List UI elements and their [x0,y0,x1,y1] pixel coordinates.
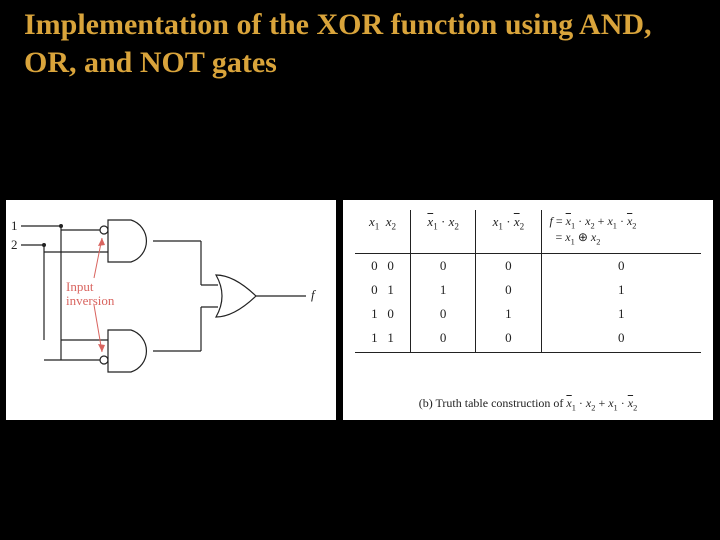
truth-table-panel: x1 x2 x1 · x2 x1 · x2 f = x1 · x2 + x1 ·… [343,200,713,420]
col-x1x2: x1 x2 [355,210,411,253]
output-label: f [311,287,315,303]
col-f: f = x1 · x2 + x1 · x2 = x1 ⊕ x2 [541,210,701,253]
input1-label: 1 [11,218,18,234]
truth-table: x1 x2 x1 · x2 x1 · x2 f = x1 · x2 + x1 ·… [343,200,713,420]
circuit-panel: 1 2 Input inversion f [6,200,336,420]
table-row: 1 1 0 0 0 [355,326,701,353]
table-row: 0 1 1 0 1 [355,278,701,302]
col-notx1x2: x1 · x2 [411,210,476,253]
title-text: Implementation of the XOR function using… [24,8,652,79]
table-row: 1 0 0 1 1 [355,302,701,326]
input2-label: 2 [11,237,18,253]
table-row: 0 0 0 0 0 [355,253,701,278]
slide-title: Implementation of the XOR function using… [24,6,704,83]
annotation-text: Input inversion [66,279,114,308]
table-caption: (b) Truth table construction of x1 · x2 … [343,396,713,412]
input-inversion-annotation: Input inversion [66,280,126,309]
table-header-row: x1 x2 x1 · x2 x1 · x2 f = x1 · x2 + x1 ·… [355,210,701,253]
circuit-svg [6,200,336,420]
col-x1notx2: x1 · x2 [476,210,541,253]
slide-root: Implementation of the XOR function using… [0,0,720,540]
